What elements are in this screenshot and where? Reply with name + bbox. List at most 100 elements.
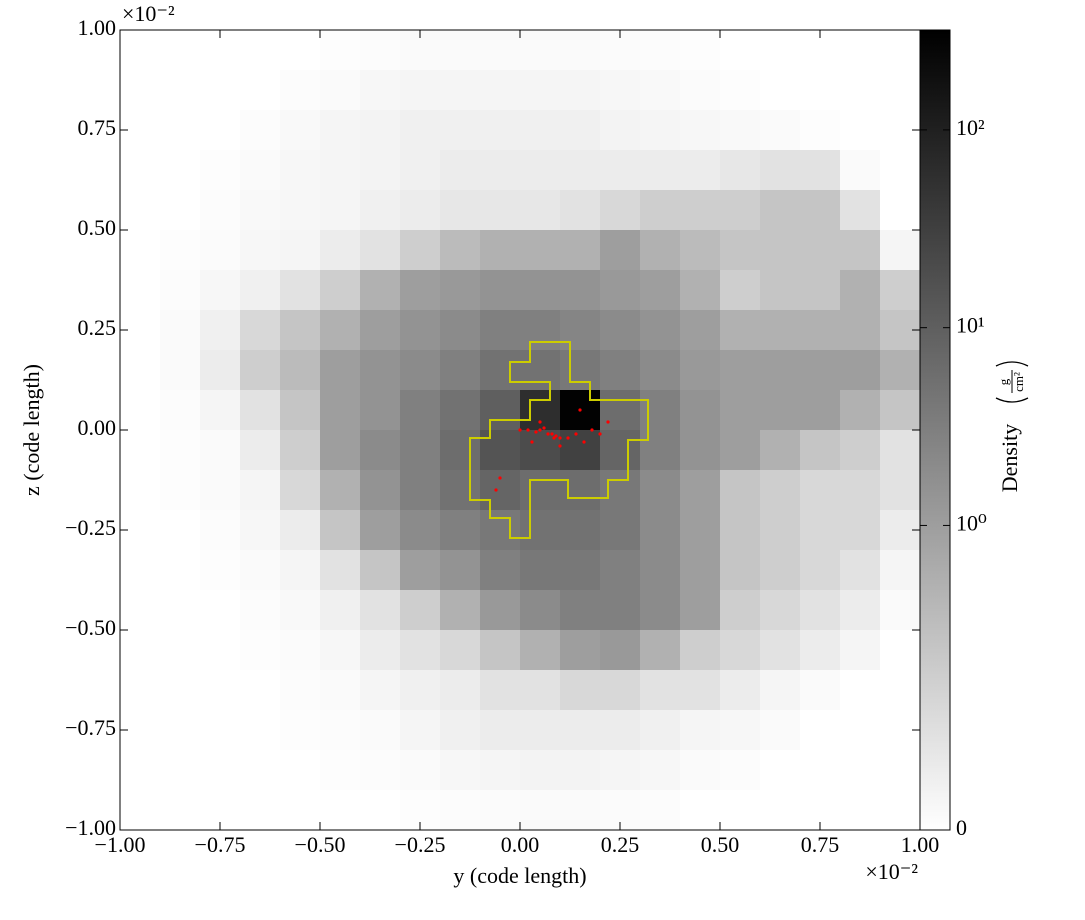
- heatmap-cell: [800, 590, 841, 631]
- heatmap-cell: [280, 190, 321, 231]
- heatmap-cell: [720, 150, 761, 191]
- colorbar-tick-label: 10⁰: [956, 510, 987, 535]
- heatmap-cell: [520, 230, 561, 271]
- heatmap-cell: [520, 470, 561, 511]
- heatmap-cell: [760, 670, 801, 711]
- heatmap-cell: [520, 150, 561, 191]
- heatmap-cell: [280, 670, 321, 711]
- x-axis-label: y (code length): [453, 863, 586, 888]
- particle: [538, 428, 542, 432]
- heatmap-cell: [240, 270, 281, 311]
- y-tick-label: 0.00: [78, 415, 117, 440]
- heatmap-cell: [640, 630, 681, 671]
- heatmap-cell: [840, 350, 881, 391]
- heatmap-cell: [440, 470, 481, 511]
- heatmap-cell: [160, 310, 201, 351]
- heatmap-cell: [160, 430, 201, 471]
- heatmap-cell: [400, 70, 441, 111]
- heatmap-cell: [120, 390, 161, 431]
- heatmap-cell: [160, 110, 201, 151]
- heatmap-cell: [480, 750, 521, 791]
- y-tick-label: 0.25: [78, 315, 117, 340]
- heatmap-cell: [800, 110, 841, 151]
- y-tick-label: −0.50: [65, 615, 116, 640]
- heatmap-cell: [840, 310, 881, 351]
- heatmap-cell: [440, 550, 481, 591]
- heatmap-cell: [600, 630, 641, 671]
- heatmap-cell: [360, 310, 401, 351]
- heatmap-cell: [120, 30, 161, 71]
- heatmap-cell: [200, 710, 241, 751]
- heatmap-cell: [840, 550, 881, 591]
- heatmap-cell: [240, 510, 281, 551]
- heatmap-cell: [320, 150, 361, 191]
- heatmap-cell: [480, 150, 521, 191]
- heatmap-cell: [120, 790, 161, 831]
- heatmap-cell: [200, 390, 241, 431]
- heatmap-cell: [880, 150, 921, 191]
- heatmap-cell: [840, 190, 881, 231]
- heatmap-cell: [280, 710, 321, 751]
- heatmap-cell: [480, 710, 521, 751]
- heatmap-cell: [600, 70, 641, 111]
- heatmap-cell: [480, 30, 521, 71]
- heatmap-cell: [840, 30, 881, 71]
- heatmap-cell: [720, 510, 761, 551]
- heatmap-cell: [800, 310, 841, 351]
- heatmap-cell: [680, 670, 721, 711]
- heatmap-cell: [520, 310, 561, 351]
- heatmap-cell: [600, 710, 641, 751]
- x-tick-label: −0.25: [395, 832, 446, 857]
- heatmap-cell: [800, 510, 841, 551]
- heatmap-cell: [560, 750, 601, 791]
- heatmap-cell: [240, 470, 281, 511]
- heatmap-cell: [440, 150, 481, 191]
- heatmap-cell: [680, 110, 721, 151]
- heatmap-cell: [360, 190, 401, 231]
- heatmap-cell: [240, 790, 281, 831]
- heatmap-cell: [360, 470, 401, 511]
- heatmap-cell: [200, 550, 241, 591]
- heatmap-cell: [720, 550, 761, 591]
- heatmap-cell: [560, 510, 601, 551]
- heatmap-cell: [320, 630, 361, 671]
- colorbar-tick-label: 10¹: [956, 313, 985, 338]
- heatmap-cell: [400, 710, 441, 751]
- particle: [550, 432, 554, 436]
- colorbar: [919, 29, 951, 831]
- heatmap-cell: [600, 550, 641, 591]
- heatmap-cell: [560, 430, 601, 471]
- heatmap-cell: [200, 270, 241, 311]
- heatmap-cell: [320, 350, 361, 391]
- heatmap-cell: [800, 630, 841, 671]
- heatmap-cell: [240, 550, 281, 591]
- heatmap-cell: [240, 30, 281, 71]
- heatmap-cell: [200, 350, 241, 391]
- heatmap-cell: [480, 110, 521, 151]
- heatmap-cell: [680, 230, 721, 271]
- heatmap-cell: [720, 430, 761, 471]
- heatmap-cell: [520, 670, 561, 711]
- heatmap-cell: [760, 30, 801, 71]
- contour: [469, 341, 649, 539]
- particle: [542, 426, 546, 430]
- heatmap-cell: [200, 470, 241, 511]
- heatmap-cell: [160, 670, 201, 711]
- heatmap-cell: [640, 390, 681, 431]
- heatmap-cell: [560, 470, 601, 511]
- heatmap-cell: [800, 350, 841, 391]
- heatmap-cell: [400, 230, 441, 271]
- heatmap-cell: [800, 230, 841, 271]
- heatmap-cell: [800, 150, 841, 191]
- heatmap-cell: [680, 270, 721, 311]
- heatmap-cell: [880, 750, 921, 791]
- heatmap-cell: [760, 310, 801, 351]
- heatmap-cell: [280, 510, 321, 551]
- heatmap-cell: [120, 270, 161, 311]
- heatmap-cell: [640, 270, 681, 311]
- heatmap-cell: [840, 670, 881, 711]
- heatmap-cell: [240, 350, 281, 391]
- colorbar-tick-label: 10²: [956, 115, 985, 140]
- heatmap-cell: [440, 390, 481, 431]
- heatmap-cell: [880, 190, 921, 231]
